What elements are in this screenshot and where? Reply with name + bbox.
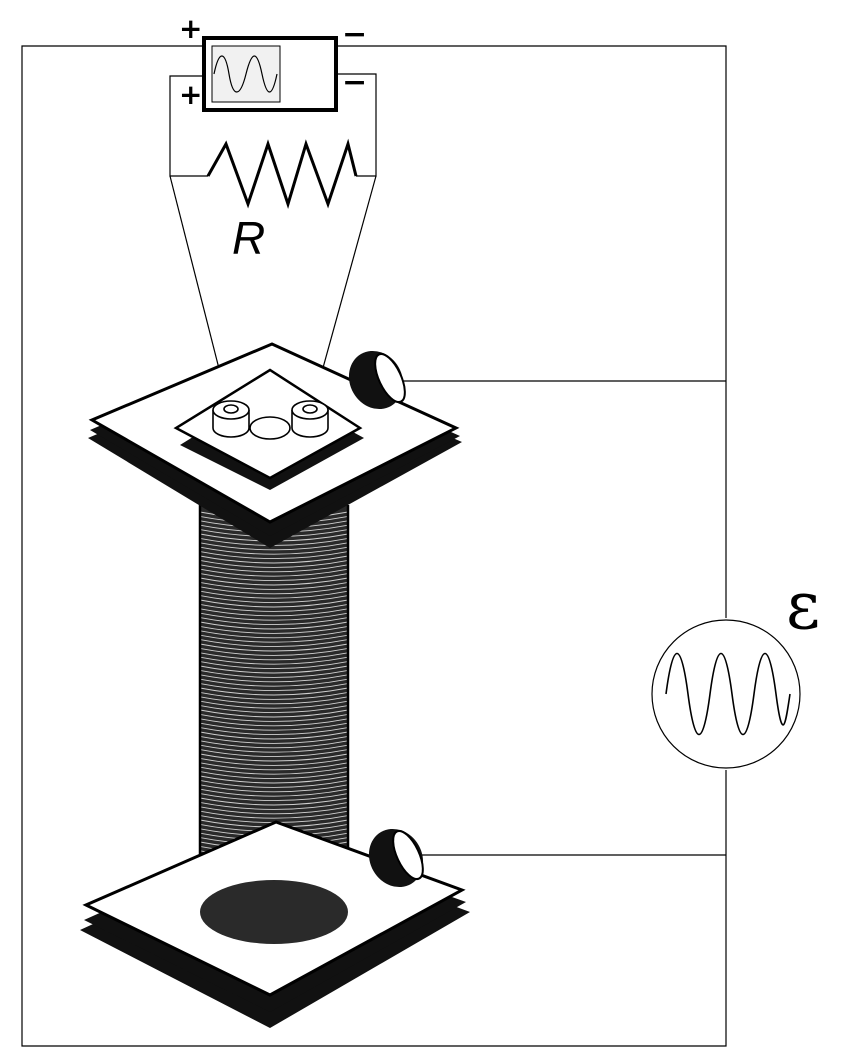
coil-winding bbox=[199, 722, 349, 731]
coil-winding bbox=[199, 603, 349, 612]
coil-winding bbox=[199, 568, 349, 577]
coil-winding bbox=[199, 727, 349, 736]
coil-winding bbox=[199, 757, 349, 766]
coil-winding bbox=[199, 573, 349, 582]
coil-winding bbox=[199, 713, 349, 722]
upper-contact bbox=[348, 350, 406, 410]
coil-winding bbox=[199, 766, 349, 775]
coil-winding bbox=[199, 559, 349, 568]
coil-winding bbox=[199, 705, 349, 714]
coil-winding bbox=[199, 687, 349, 696]
coil-winding bbox=[199, 551, 349, 560]
scope-left-top-sign: + bbox=[179, 12, 202, 45]
coil-winding bbox=[199, 775, 349, 784]
coil-winding bbox=[199, 612, 349, 621]
scope-left-bottom-sign: + bbox=[179, 78, 202, 111]
outer-wires bbox=[21, 45, 727, 1047]
coil-winding bbox=[199, 762, 349, 771]
lower-contact bbox=[368, 828, 424, 888]
coil-winding bbox=[199, 595, 349, 604]
coil-winding bbox=[199, 634, 349, 643]
coil-winding bbox=[199, 709, 349, 718]
coil-winding bbox=[199, 665, 349, 674]
coil-winding bbox=[199, 581, 349, 590]
resistor-label: R bbox=[232, 212, 265, 264]
coil-winding bbox=[199, 630, 349, 639]
top-plate bbox=[88, 342, 462, 548]
coil-winding bbox=[199, 810, 349, 819]
sine-wave-source-icon bbox=[665, 653, 791, 735]
coil-winding bbox=[199, 696, 349, 705]
coil-winding bbox=[199, 656, 349, 665]
coil-winding bbox=[199, 599, 349, 608]
coil-winding bbox=[199, 586, 349, 595]
coil-winding bbox=[199, 744, 349, 753]
coil-winding bbox=[199, 577, 349, 586]
coil-winding bbox=[199, 771, 349, 780]
coil-winding bbox=[199, 683, 349, 692]
coil-winding bbox=[199, 806, 349, 815]
coil-winding bbox=[199, 621, 349, 630]
coil-winding bbox=[199, 740, 349, 749]
coil-winding bbox=[199, 793, 349, 802]
coil-winding bbox=[199, 647, 349, 656]
scope-right-bottom-sign: − bbox=[342, 65, 367, 100]
coil-terminals bbox=[212, 400, 329, 440]
coil-winding bbox=[199, 784, 349, 793]
coil-winding bbox=[199, 564, 349, 573]
coil-winding bbox=[199, 801, 349, 810]
coil-winding bbox=[199, 643, 349, 652]
coil-winding bbox=[199, 779, 349, 788]
coil-winding bbox=[199, 674, 349, 683]
coil-winding bbox=[199, 661, 349, 670]
coil-winding bbox=[199, 625, 349, 634]
coil-winding bbox=[199, 555, 349, 564]
coil-winding bbox=[199, 590, 349, 599]
coil-winding bbox=[199, 678, 349, 687]
ac-source bbox=[651, 619, 801, 769]
coil-winding bbox=[199, 731, 349, 740]
zigzag-resistor-icon bbox=[206, 138, 358, 209]
oscilloscope bbox=[202, 36, 338, 112]
scope-right-top-sign: − bbox=[342, 17, 367, 52]
coil-winding bbox=[199, 542, 349, 551]
coil-winding bbox=[199, 735, 349, 744]
coil-winding bbox=[199, 608, 349, 617]
coil-winding bbox=[199, 617, 349, 626]
coil-winding bbox=[199, 546, 349, 555]
coil-winding bbox=[199, 700, 349, 709]
coil-winding bbox=[199, 669, 349, 678]
coil-winding bbox=[199, 749, 349, 758]
coil-winding bbox=[199, 718, 349, 727]
coil-winding bbox=[199, 639, 349, 648]
coil-winding bbox=[199, 788, 349, 797]
sine-wave-display-icon bbox=[213, 55, 278, 93]
coil-winding bbox=[199, 797, 349, 806]
bottom-plate bbox=[80, 820, 470, 1028]
coil-winding bbox=[199, 652, 349, 661]
coil-winding bbox=[199, 691, 349, 700]
emf-label: ε bbox=[786, 567, 820, 644]
coil-winding bbox=[199, 753, 349, 762]
